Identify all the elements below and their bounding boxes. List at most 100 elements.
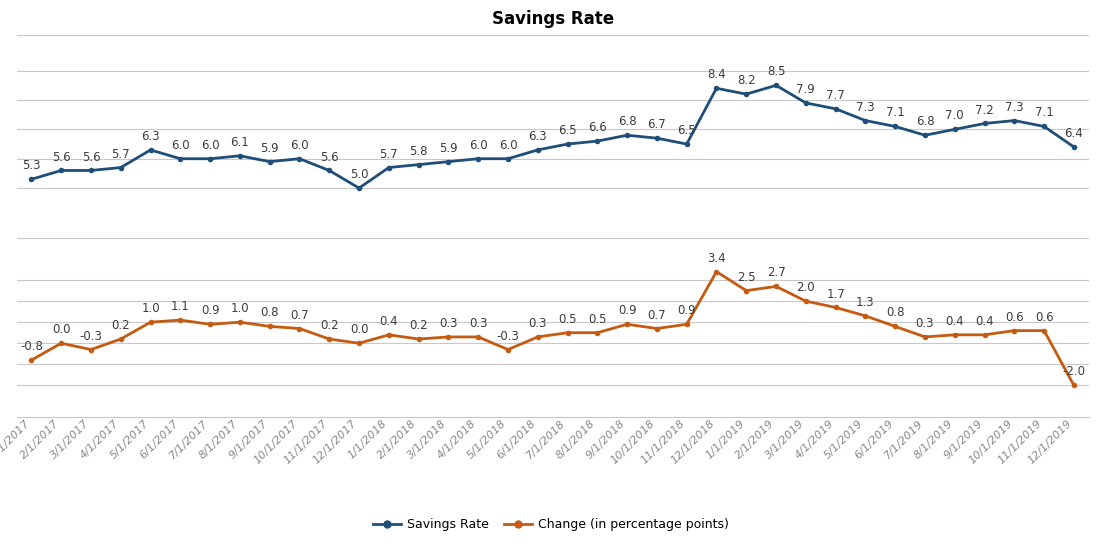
Text: 5.9: 5.9 bbox=[260, 142, 279, 155]
Change (in percentage points) bbox=[55, 340, 68, 347]
Savings Rate bbox=[769, 82, 782, 89]
Text: 6.0: 6.0 bbox=[499, 139, 517, 152]
Text: 0.4: 0.4 bbox=[975, 315, 994, 328]
Savings Rate bbox=[323, 167, 336, 174]
Savings Rate bbox=[977, 120, 991, 127]
Change (in percentage points) bbox=[739, 287, 753, 294]
Text: 8.2: 8.2 bbox=[737, 74, 756, 87]
Change (in percentage points) bbox=[918, 334, 931, 340]
Text: 7.7: 7.7 bbox=[826, 89, 845, 102]
Text: 7.2: 7.2 bbox=[975, 104, 994, 117]
Text: 5.7: 5.7 bbox=[111, 148, 130, 161]
Savings Rate bbox=[442, 159, 455, 165]
Savings Rate bbox=[829, 106, 842, 112]
Text: 0.5: 0.5 bbox=[588, 313, 606, 326]
Text: 0.3: 0.3 bbox=[469, 317, 487, 330]
Savings Rate bbox=[1067, 144, 1080, 150]
Change (in percentage points) bbox=[353, 340, 366, 347]
Text: 7.3: 7.3 bbox=[1005, 101, 1024, 113]
Change (in percentage points) bbox=[620, 321, 634, 328]
Text: 2.7: 2.7 bbox=[767, 267, 786, 280]
Savings Rate bbox=[561, 141, 574, 147]
Line: Change (in percentage points): Change (in percentage points) bbox=[29, 269, 1077, 388]
Change (in percentage points) bbox=[948, 331, 961, 338]
Text: 6.6: 6.6 bbox=[588, 121, 607, 134]
Change (in percentage points) bbox=[25, 357, 39, 364]
Savings Rate bbox=[650, 135, 663, 142]
Change (in percentage points) bbox=[85, 346, 98, 353]
Text: 0.9: 0.9 bbox=[678, 304, 696, 317]
Text: -0.3: -0.3 bbox=[79, 330, 102, 343]
Text: 0.2: 0.2 bbox=[111, 319, 130, 332]
Text: -0.3: -0.3 bbox=[497, 330, 519, 343]
Text: 8.5: 8.5 bbox=[767, 65, 786, 78]
Text: 7.0: 7.0 bbox=[946, 110, 964, 123]
Change (in percentage points) bbox=[263, 323, 277, 330]
Change (in percentage points) bbox=[293, 325, 306, 332]
Text: 6.3: 6.3 bbox=[529, 130, 547, 143]
Text: 6.1: 6.1 bbox=[230, 136, 249, 149]
Savings Rate bbox=[115, 164, 128, 171]
Text: 8.4: 8.4 bbox=[707, 68, 726, 81]
Change (in percentage points) bbox=[561, 329, 574, 336]
Savings Rate bbox=[353, 185, 366, 191]
Text: 6.5: 6.5 bbox=[559, 124, 576, 137]
Text: 0.9: 0.9 bbox=[201, 304, 219, 317]
Change (in percentage points) bbox=[769, 283, 782, 290]
Text: 1.0: 1.0 bbox=[230, 302, 249, 315]
Change (in percentage points) bbox=[1007, 328, 1020, 334]
Text: 0.3: 0.3 bbox=[440, 317, 457, 330]
Change (in percentage points) bbox=[412, 336, 425, 342]
Text: 6.8: 6.8 bbox=[618, 116, 637, 128]
Text: 0.6: 0.6 bbox=[1005, 311, 1024, 324]
Change (in percentage points) bbox=[858, 313, 872, 319]
Savings Rate bbox=[739, 91, 753, 98]
Change (in percentage points) bbox=[204, 321, 217, 328]
Text: 0.8: 0.8 bbox=[260, 306, 279, 319]
Change (in percentage points) bbox=[174, 317, 187, 323]
Text: -2.0: -2.0 bbox=[1062, 365, 1085, 378]
Savings Rate bbox=[263, 159, 277, 165]
Text: 6.0: 6.0 bbox=[171, 139, 190, 152]
Change (in percentage points) bbox=[710, 268, 723, 275]
Text: 2.5: 2.5 bbox=[737, 271, 756, 283]
Line: Savings Rate: Savings Rate bbox=[29, 82, 1077, 191]
Savings Rate bbox=[680, 141, 693, 147]
Savings Rate bbox=[620, 132, 634, 138]
Change (in percentage points) bbox=[977, 331, 991, 338]
Text: 2.0: 2.0 bbox=[797, 281, 815, 294]
Text: 5.9: 5.9 bbox=[439, 142, 457, 155]
Change (in percentage points) bbox=[888, 323, 901, 330]
Text: 7.9: 7.9 bbox=[797, 83, 815, 96]
Text: 0.0: 0.0 bbox=[349, 323, 368, 336]
Savings Rate bbox=[858, 117, 872, 124]
Savings Rate bbox=[25, 176, 39, 183]
Change (in percentage points) bbox=[501, 346, 515, 353]
Text: 6.4: 6.4 bbox=[1065, 127, 1083, 140]
Change (in percentage points) bbox=[829, 304, 842, 311]
Text: 0.0: 0.0 bbox=[52, 323, 71, 336]
Text: 5.7: 5.7 bbox=[379, 148, 398, 161]
Text: 6.5: 6.5 bbox=[678, 124, 696, 137]
Text: 0.9: 0.9 bbox=[618, 304, 637, 317]
Text: 6.0: 6.0 bbox=[468, 139, 487, 152]
Text: 0.4: 0.4 bbox=[946, 315, 964, 328]
Change (in percentage points) bbox=[591, 329, 604, 336]
Text: 7.1: 7.1 bbox=[1035, 106, 1054, 119]
Text: 5.0: 5.0 bbox=[349, 168, 368, 181]
Text: 7.3: 7.3 bbox=[856, 101, 875, 113]
Text: 6.8: 6.8 bbox=[916, 116, 934, 128]
Savings Rate bbox=[918, 132, 931, 138]
Title: Savings Rate: Savings Rate bbox=[491, 10, 614, 28]
Savings Rate bbox=[234, 153, 247, 159]
Change (in percentage points) bbox=[234, 319, 247, 325]
Text: 0.2: 0.2 bbox=[320, 319, 338, 332]
Text: 5.3: 5.3 bbox=[22, 159, 41, 172]
Savings Rate bbox=[144, 147, 158, 153]
Savings Rate bbox=[382, 164, 396, 171]
Text: 0.7: 0.7 bbox=[290, 308, 309, 322]
Text: 3.4: 3.4 bbox=[707, 252, 726, 265]
Savings Rate bbox=[1037, 123, 1050, 130]
Text: 6.3: 6.3 bbox=[141, 130, 160, 143]
Text: 5.6: 5.6 bbox=[82, 150, 100, 164]
